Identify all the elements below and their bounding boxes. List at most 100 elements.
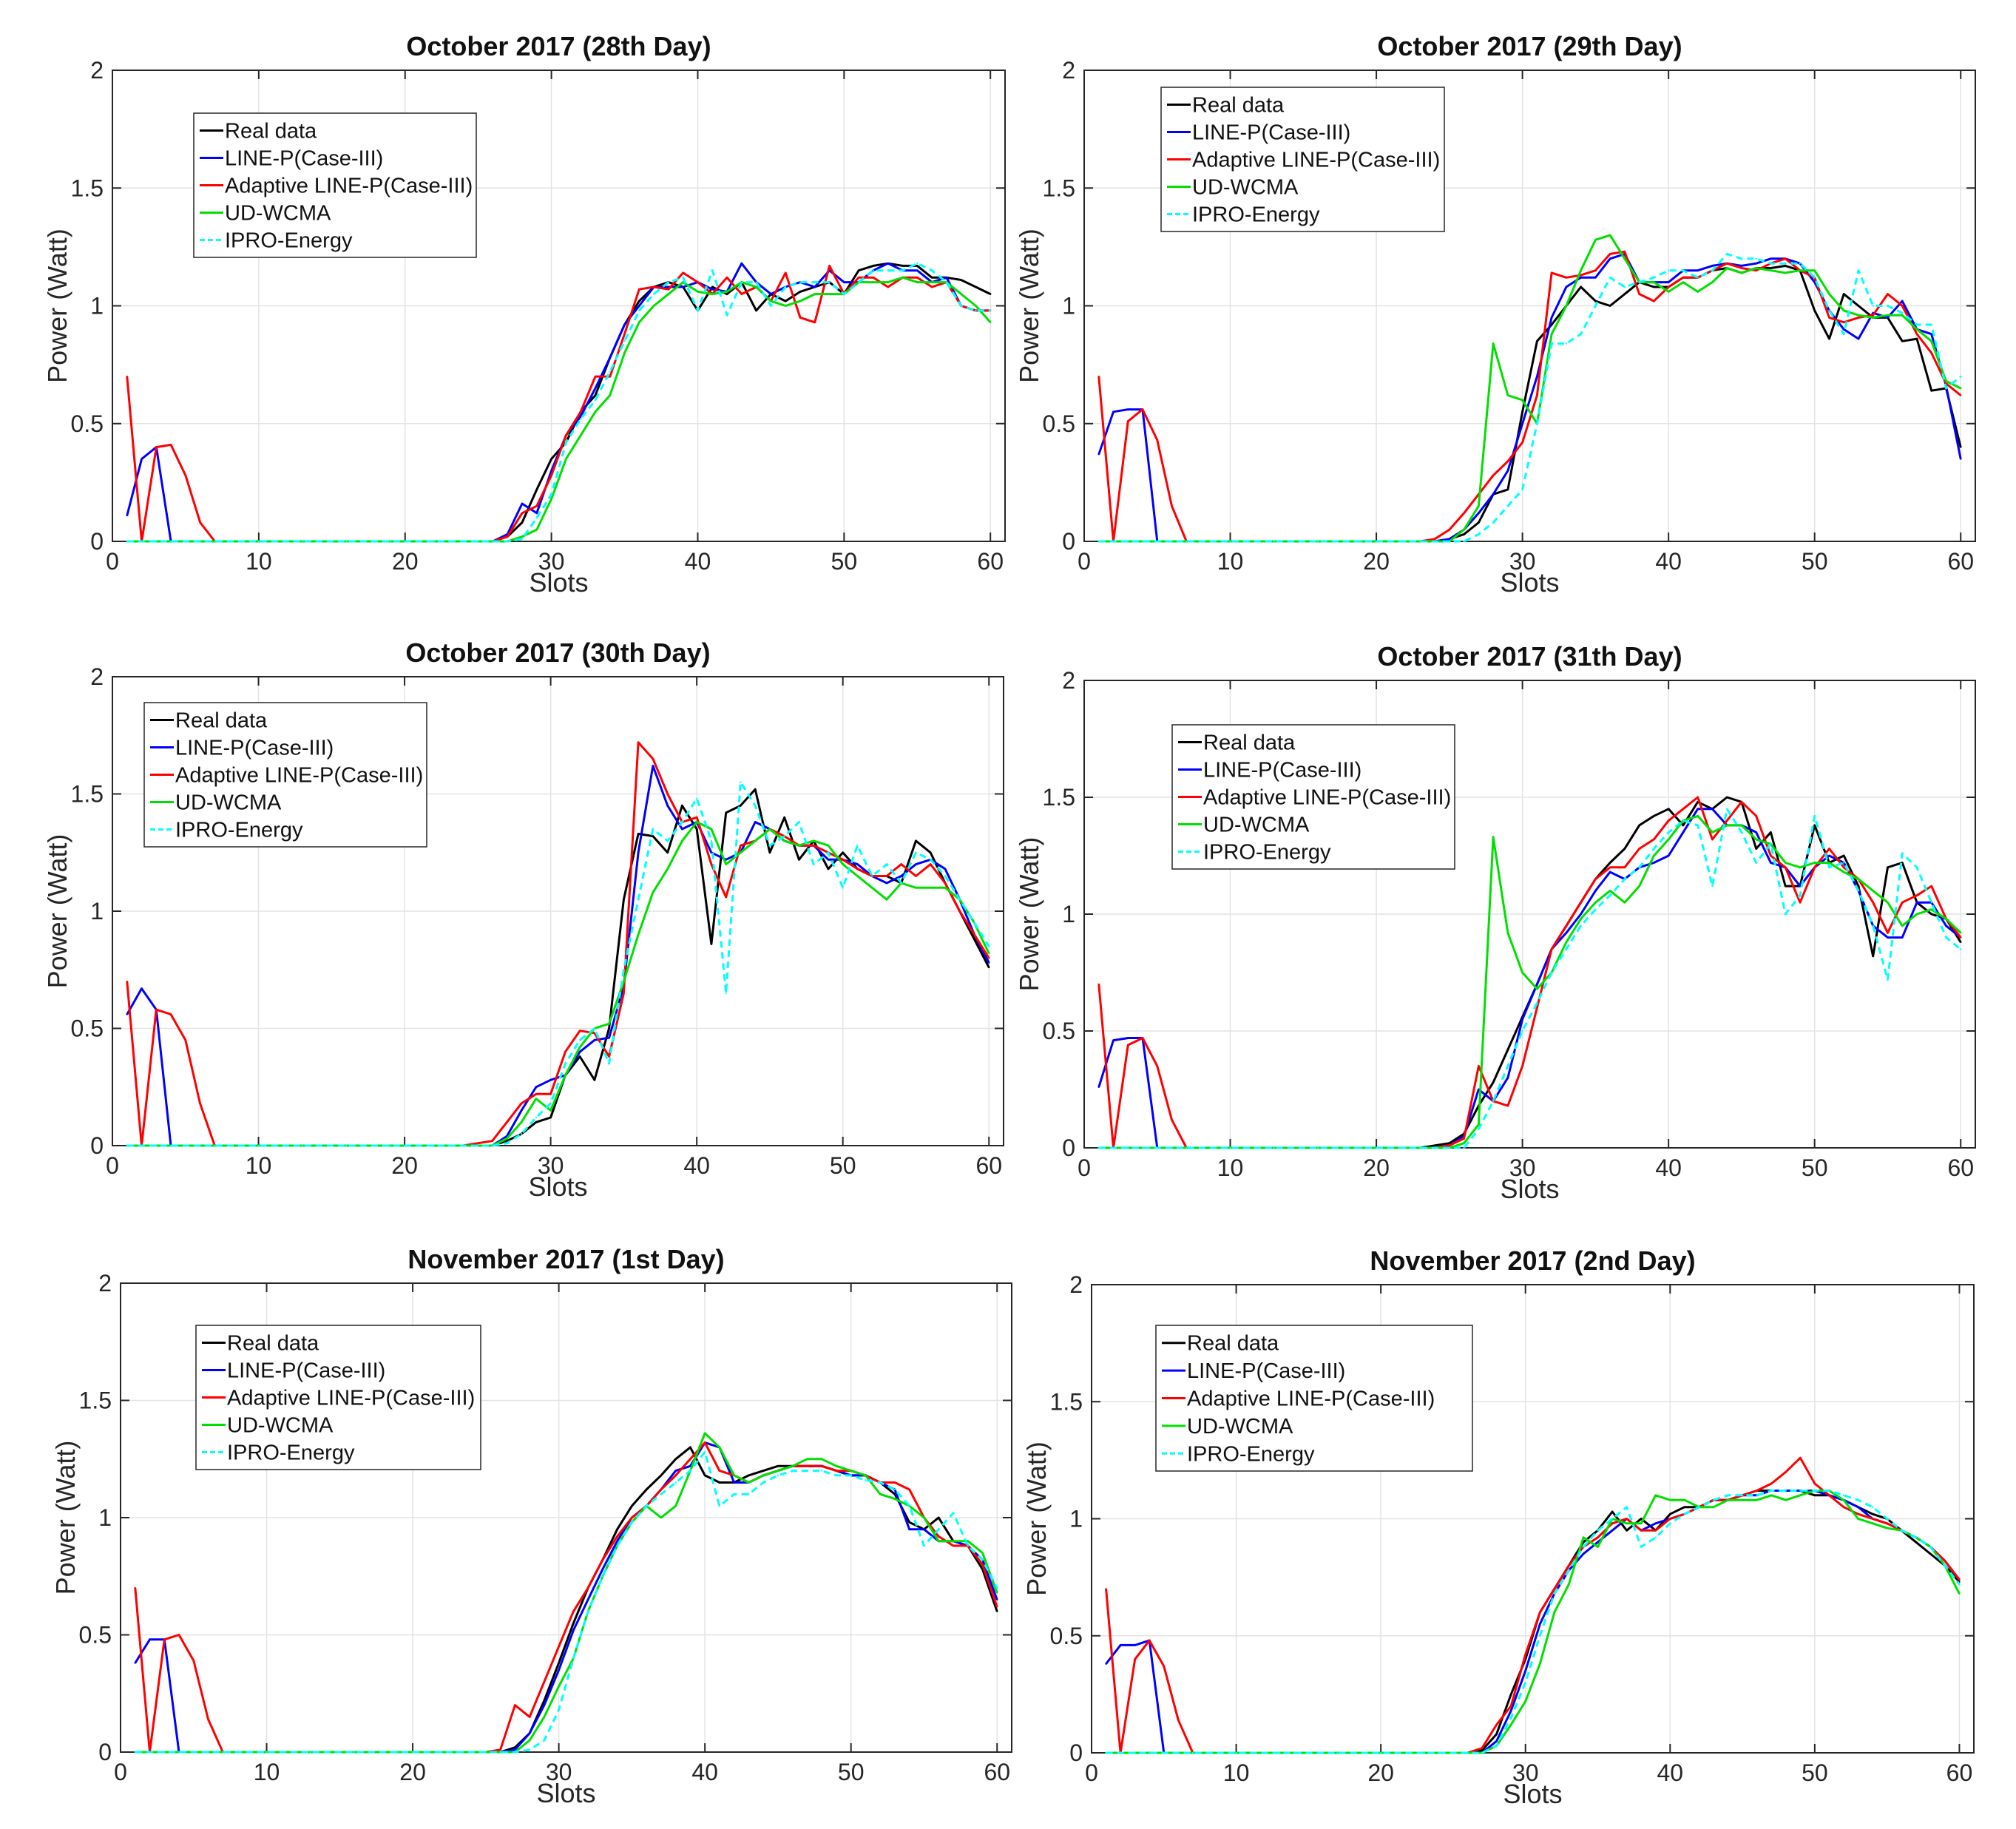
- data-point: [1509, 1709, 1512, 1712]
- data-point: [1640, 1522, 1643, 1525]
- data-point: [1857, 1498, 1859, 1501]
- legend-label: IPRO-Energy: [1203, 841, 1331, 865]
- data-point: [820, 1470, 823, 1472]
- data-point: [1582, 1552, 1585, 1555]
- data-point: [695, 817, 698, 819]
- data-point: [593, 1079, 596, 1081]
- data-point: [916, 265, 919, 267]
- data-point: [843, 293, 845, 295]
- data-point: [1127, 1037, 1129, 1039]
- data-point: [740, 281, 743, 283]
- data-point: [1448, 1142, 1451, 1144]
- data-point: [214, 1144, 216, 1147]
- data-point: [1611, 1510, 1614, 1513]
- y-tick-label: 0: [98, 1739, 112, 1765]
- data-point: [973, 938, 975, 941]
- data-point: [514, 1751, 516, 1754]
- data-point: [1127, 540, 1129, 543]
- data-point: [1843, 321, 1845, 323]
- data-point: [1127, 408, 1129, 410]
- data-point: [623, 969, 625, 971]
- data-point: [1755, 262, 1757, 265]
- data-point: [1857, 1512, 1859, 1515]
- data-point: [1597, 1541, 1599, 1544]
- data-point: [1521, 1065, 1523, 1067]
- data-point: [945, 277, 948, 279]
- data-point: [623, 333, 626, 335]
- data-point: [960, 305, 962, 307]
- data-point: [265, 1751, 268, 1754]
- data-point: [674, 1481, 677, 1484]
- data-point: [1770, 1494, 1773, 1497]
- data-point: [1784, 271, 1787, 274]
- data-point: [1886, 1518, 1888, 1520]
- x-axis-label: Slots: [1500, 567, 1559, 598]
- data-point: [1756, 1498, 1758, 1501]
- data-point: [499, 1751, 501, 1754]
- data-point: [900, 863, 902, 865]
- data-point: [1611, 1518, 1614, 1520]
- data-point: [1770, 843, 1772, 845]
- data-point: [681, 828, 683, 831]
- data-point: [1682, 269, 1685, 271]
- data-point: [710, 828, 713, 831]
- data-point: [594, 375, 597, 378]
- data-point: [543, 1739, 546, 1742]
- y-tick-label: 0: [1069, 1740, 1083, 1766]
- data-point: [798, 821, 800, 823]
- data-point: [856, 863, 859, 865]
- data-point: [1623, 848, 1626, 850]
- chart-title: October 2017 (31th Day): [1377, 641, 1682, 672]
- data-point: [1958, 1578, 1961, 1580]
- data-point: [1740, 257, 1743, 260]
- legend-box: [1171, 724, 1455, 870]
- data-point: [1506, 470, 1509, 472]
- data-point: [960, 279, 962, 281]
- data-point: [682, 285, 684, 288]
- data-point: [1171, 1146, 1173, 1149]
- data-point: [1683, 1512, 1686, 1515]
- data-point: [1755, 269, 1757, 271]
- chart-title: November 2017 (1st Day): [407, 1244, 724, 1274]
- data-point: [1214, 1146, 1217, 1149]
- data-point: [1740, 271, 1743, 274]
- data-point: [1944, 1560, 1946, 1562]
- y-axis-label: Power (Watt): [1014, 837, 1044, 992]
- data-point: [550, 474, 552, 477]
- data-point: [1799, 885, 1802, 888]
- data-point: [1200, 540, 1203, 543]
- data-point: [1813, 815, 1816, 817]
- data-point: [1740, 831, 1743, 834]
- legend-label: Adaptive LINE-P(Case-III): [175, 764, 423, 788]
- data-point: [1770, 1482, 1773, 1485]
- data-point: [1857, 314, 1860, 317]
- data-point: [762, 1481, 765, 1484]
- data-point: [1478, 1088, 1480, 1091]
- data-point: [1623, 878, 1626, 880]
- data-point: [1171, 1118, 1173, 1121]
- data-point: [1638, 885, 1640, 888]
- data-point: [1799, 1457, 1802, 1459]
- data-point: [1112, 1039, 1114, 1041]
- data-point: [1177, 1751, 1180, 1754]
- data-point: [1594, 269, 1597, 271]
- data-point: [900, 882, 902, 885]
- data-point: [535, 1093, 538, 1095]
- legend-label: Adaptive LINE-P(Case-III): [1192, 149, 1440, 172]
- data-point: [177, 1751, 180, 1754]
- data-point: [842, 887, 844, 889]
- data-point: [1725, 262, 1728, 265]
- data-point: [1960, 387, 1962, 390]
- data-point: [1799, 1494, 1802, 1497]
- data-point: [1682, 824, 1685, 827]
- data-point: [418, 1144, 421, 1147]
- data-point: [594, 394, 597, 396]
- x-tick-label: 50: [1802, 548, 1828, 575]
- data-point: [199, 1102, 201, 1105]
- data-point: [1288, 1146, 1290, 1149]
- legend-label: Adaptive LINE-P(Case-III): [1203, 786, 1451, 810]
- y-tick-label: 1.5: [1043, 784, 1075, 811]
- data-point: [1930, 340, 1932, 342]
- data-point: [872, 277, 875, 279]
- data-point: [1433, 538, 1436, 541]
